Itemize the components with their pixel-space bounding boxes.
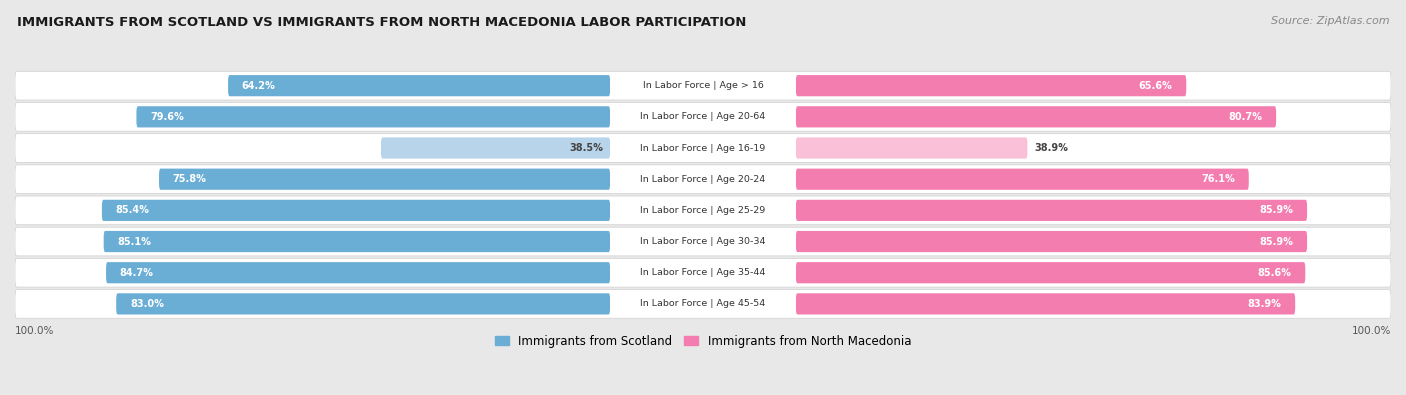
Text: 83.0%: 83.0% (129, 299, 165, 309)
Text: 75.8%: 75.8% (173, 174, 207, 184)
Text: 80.7%: 80.7% (1229, 112, 1263, 122)
FancyBboxPatch shape (796, 75, 1187, 96)
FancyBboxPatch shape (104, 231, 610, 252)
FancyBboxPatch shape (796, 106, 1277, 128)
FancyBboxPatch shape (15, 134, 1391, 162)
Text: In Labor Force | Age 35-44: In Labor Force | Age 35-44 (640, 268, 766, 277)
FancyBboxPatch shape (228, 75, 610, 96)
FancyBboxPatch shape (610, 137, 796, 159)
FancyBboxPatch shape (796, 231, 1308, 252)
FancyBboxPatch shape (15, 165, 1391, 194)
Text: 38.9%: 38.9% (1035, 143, 1069, 153)
FancyBboxPatch shape (610, 231, 796, 252)
Legend: Immigrants from Scotland, Immigrants from North Macedonia: Immigrants from Scotland, Immigrants fro… (489, 330, 917, 352)
Text: IMMIGRANTS FROM SCOTLAND VS IMMIGRANTS FROM NORTH MACEDONIA LABOR PARTICIPATION: IMMIGRANTS FROM SCOTLAND VS IMMIGRANTS F… (17, 16, 747, 29)
FancyBboxPatch shape (796, 293, 1295, 314)
FancyBboxPatch shape (15, 290, 1391, 318)
Text: 76.1%: 76.1% (1201, 174, 1234, 184)
Text: Source: ZipAtlas.com: Source: ZipAtlas.com (1271, 16, 1389, 26)
Text: In Labor Force | Age 20-24: In Labor Force | Age 20-24 (640, 175, 766, 184)
FancyBboxPatch shape (796, 200, 1308, 221)
FancyBboxPatch shape (610, 169, 796, 190)
Text: 83.9%: 83.9% (1247, 299, 1281, 309)
Text: 85.9%: 85.9% (1260, 237, 1294, 246)
FancyBboxPatch shape (136, 106, 610, 128)
Text: 38.5%: 38.5% (569, 143, 603, 153)
Text: In Labor Force | Age 25-29: In Labor Force | Age 25-29 (640, 206, 766, 215)
Text: In Labor Force | Age 20-64: In Labor Force | Age 20-64 (640, 112, 766, 121)
FancyBboxPatch shape (117, 293, 610, 314)
Text: In Labor Force | Age 16-19: In Labor Force | Age 16-19 (640, 143, 766, 152)
FancyBboxPatch shape (15, 71, 1391, 100)
Text: 100.0%: 100.0% (1351, 326, 1391, 336)
Text: 85.6%: 85.6% (1258, 268, 1292, 278)
FancyBboxPatch shape (796, 169, 1249, 190)
FancyBboxPatch shape (15, 103, 1391, 131)
FancyBboxPatch shape (101, 200, 610, 221)
FancyBboxPatch shape (610, 293, 796, 314)
FancyBboxPatch shape (15, 258, 1391, 287)
FancyBboxPatch shape (796, 262, 1305, 283)
FancyBboxPatch shape (159, 169, 610, 190)
FancyBboxPatch shape (610, 75, 796, 96)
FancyBboxPatch shape (15, 196, 1391, 225)
Text: 85.1%: 85.1% (118, 237, 152, 246)
FancyBboxPatch shape (796, 137, 1028, 159)
Text: 84.7%: 84.7% (120, 268, 153, 278)
FancyBboxPatch shape (610, 262, 796, 283)
Text: 79.6%: 79.6% (150, 112, 184, 122)
Text: In Labor Force | Age 45-54: In Labor Force | Age 45-54 (640, 299, 766, 308)
Text: 65.6%: 65.6% (1139, 81, 1173, 91)
Text: 100.0%: 100.0% (15, 326, 55, 336)
FancyBboxPatch shape (15, 227, 1391, 256)
Text: In Labor Force | Age 30-34: In Labor Force | Age 30-34 (640, 237, 766, 246)
FancyBboxPatch shape (610, 200, 796, 221)
FancyBboxPatch shape (381, 137, 610, 159)
FancyBboxPatch shape (610, 106, 796, 128)
FancyBboxPatch shape (105, 262, 610, 283)
Text: 85.4%: 85.4% (115, 205, 149, 215)
Text: 85.9%: 85.9% (1260, 205, 1294, 215)
Text: 64.2%: 64.2% (242, 81, 276, 91)
Text: In Labor Force | Age > 16: In Labor Force | Age > 16 (643, 81, 763, 90)
